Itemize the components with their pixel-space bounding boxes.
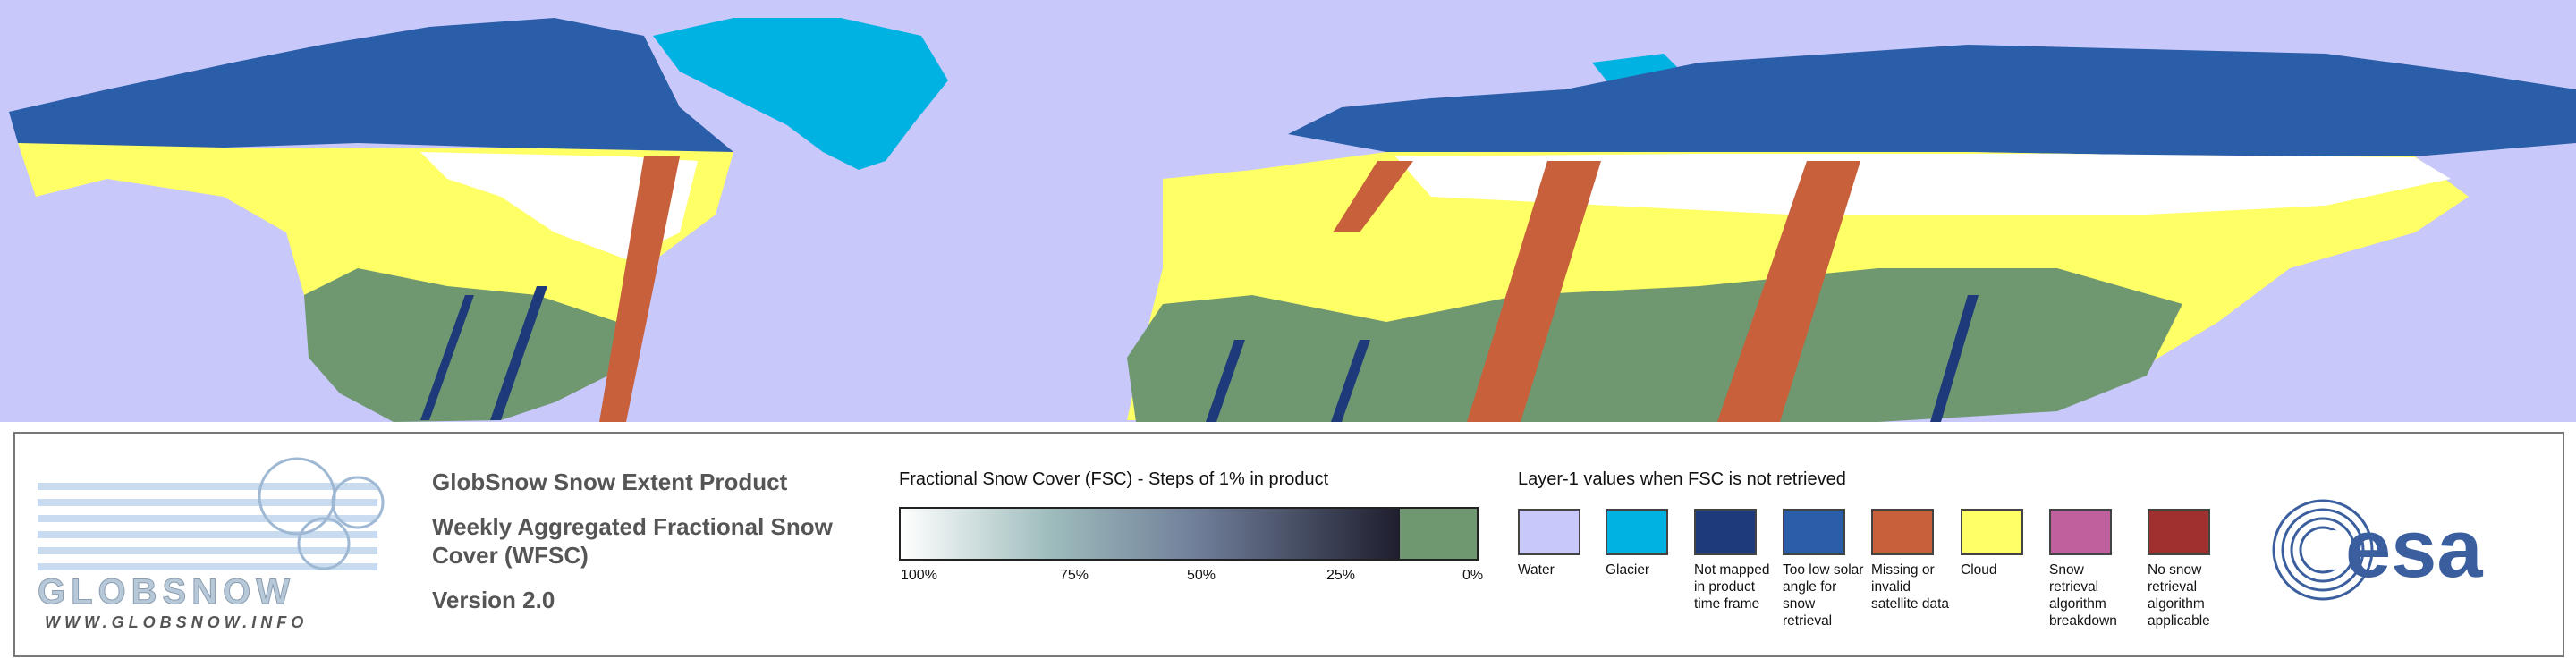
legend-swatch	[2049, 509, 2112, 555]
logo-name: GLOBSNOW	[38, 572, 295, 612]
legend-label: Glacier	[1606, 562, 1650, 578]
logo-url: WWW.GLOBSNOW.INFO	[45, 613, 308, 631]
legend-label: Snow retrieval algorithm breakdown	[2049, 562, 2117, 629]
legend-swatch	[1518, 509, 1580, 555]
legend-label: Not mapped in product time frame	[1694, 562, 1770, 612]
fsc-tick-label: 50%	[1187, 568, 1216, 583]
legend-swatch	[1871, 509, 1934, 555]
fsc-tick-label: 75%	[1060, 568, 1089, 583]
fsc-colorbar	[899, 507, 1479, 561]
product-version: Version 2.0	[432, 587, 555, 613]
layer1-title: Layer-1 values when FSC is not retrieved	[1518, 469, 1846, 489]
legend-label: Too low solar angle for snow retrieval	[1783, 562, 1864, 629]
fsc-title: Fractional Snow Cover (FSC) - Steps of 1…	[899, 469, 1329, 489]
fsc-tick-label: 25%	[1326, 568, 1356, 583]
legend-panel: GLOBSNOW WWW.GLOBSNOW.INFO GlobSnow Snow…	[13, 432, 2564, 657]
legend-swatch	[1694, 509, 1757, 555]
snow-map	[0, 0, 2576, 422]
legend-swatch	[1961, 509, 2023, 555]
legend-swatch	[1606, 509, 1668, 555]
esa-logo: esa	[2272, 499, 2483, 601]
globsnow-logo: GLOBSNOW WWW.GLOBSNOW.INFO	[38, 457, 385, 631]
legend-label: Missing or invalid satellite data	[1871, 562, 1950, 612]
fsc-tick-label: 100%	[901, 568, 937, 583]
legend-swatch	[1783, 509, 1845, 555]
esa-wordmark: esa	[2345, 503, 2483, 595]
legend-label: Cloud	[1961, 562, 1997, 578]
product-subtitle: Weekly Aggregated Fractional Snow Cover …	[432, 513, 833, 569]
legend-label: Water	[1518, 562, 1555, 578]
legend-swatch	[2148, 509, 2210, 555]
product-title: GlobSnow Snow Extent Product	[432, 469, 788, 495]
legend-label: No snow retrieval algorithm applicable	[2148, 562, 2210, 629]
fsc-tick-label: 0%	[1462, 568, 1484, 583]
